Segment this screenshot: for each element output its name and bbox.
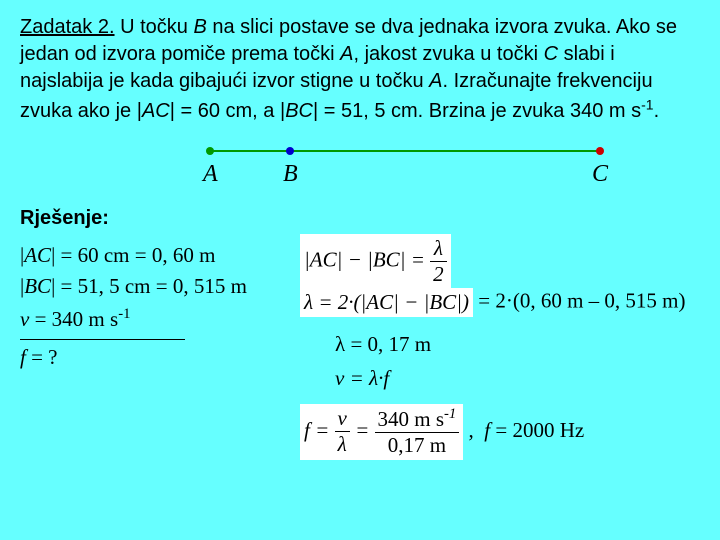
label-c: C: [592, 161, 608, 188]
eq1-box: |AC| − |BC| = λ2: [300, 234, 451, 289]
eq-wave: v = λ·f: [335, 366, 389, 391]
given-separator: [20, 339, 185, 340]
problem-statement: Zadatak 2. U točku B na slici postave se…: [20, 14, 700, 125]
solution-title: Rješenje:: [20, 207, 700, 230]
point-c-dot: [596, 147, 604, 155]
eq-path-diff: |AC| − |BC| = λ2: [300, 234, 451, 289]
diagram-svg: [140, 143, 620, 163]
solution-area: |AC| = 60 cm = 0, 60 m |BC| = 51, 5 cm =…: [20, 240, 700, 480]
eq-lambda-expand: λ = 2·(|AC| − |BC|) = 2·(0, 60 m – 0, 51…: [300, 288, 685, 317]
given-block: |AC| = 60 cm = 0, 60 m |BC| = 51, 5 cm =…: [20, 240, 247, 374]
point-a-dot: [206, 147, 214, 155]
eq3-text: = 0, 17 m: [345, 332, 431, 356]
given-v: v = 340 m s-1: [20, 303, 247, 336]
eq2-box: λ = 2·(|AC| − |BC|): [300, 288, 473, 317]
problem-title: Zadatak 2.: [20, 16, 115, 38]
label-a: A: [203, 161, 218, 188]
given-bc: |BC| = 51, 5 cm = 0, 515 m: [20, 271, 247, 303]
point-b-dot: [286, 147, 294, 155]
eq5-box: f = vλ = 340 m s-10,17 m: [300, 404, 463, 460]
eq2-numeric: = 2·(0, 60 m – 0, 515 m): [473, 288, 686, 312]
problem-body: U točku B na slici postave se dva jednak…: [20, 16, 677, 122]
line-diagram: A B C: [140, 143, 700, 193]
unknown-f: f = ?: [20, 342, 247, 374]
eq-frequency: f = vλ = 340 m s-10,17 m , f = 2000 Hz: [300, 404, 584, 460]
given-ac: |AC| = 60 cm = 0, 60 m: [20, 240, 247, 272]
eq5-result: , f = 2000 Hz: [463, 417, 584, 441]
label-b: B: [283, 161, 298, 188]
eq-lambda-value: λ = 0, 17 m: [335, 332, 431, 357]
